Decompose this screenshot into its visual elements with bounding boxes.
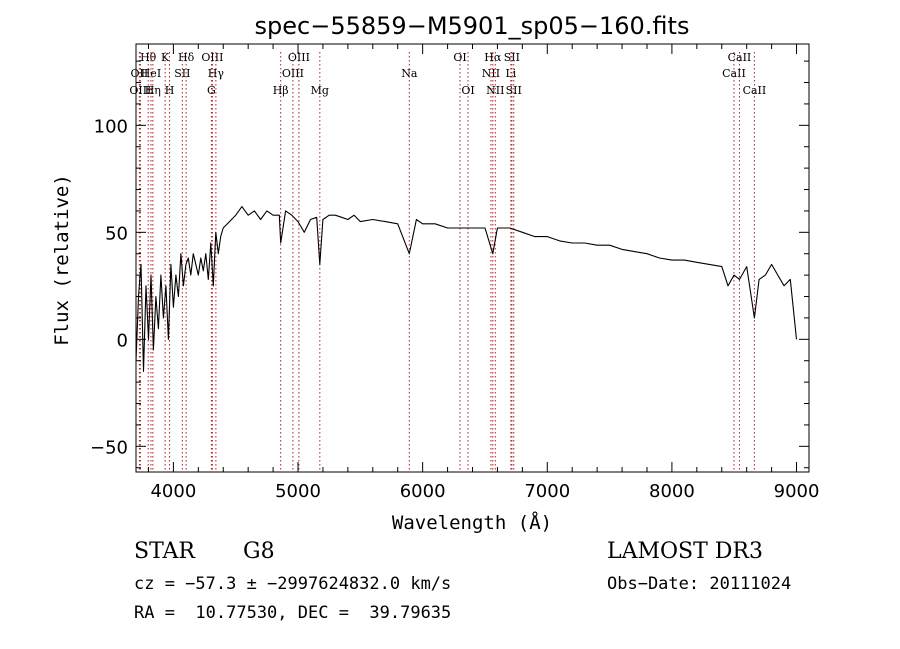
x-axis-label: Wavelength (Å): [392, 511, 552, 534]
axis-ticks: 4000 5000 6000 7000 8000 9000 −50 0 50 100: [90, 44, 819, 502]
line-markers: OII OIII Hθ HeI Hη K H SII Hδ OIII G Hγ Hβ OIII OIII Mg…: [129, 51, 766, 472]
line-marker-label: Mg: [311, 84, 329, 97]
chart-title: spec−55859−M5901_sp05−160.fits: [255, 12, 690, 40]
line-marker-label: Hδ: [178, 51, 195, 64]
spectrum-line: [135, 206, 798, 372]
y-tick-label: −50: [90, 437, 128, 458]
line-marker-label: Hη: [145, 84, 161, 97]
line-marker-label: CaII: [743, 84, 767, 97]
x-tick-label: 7000: [524, 481, 570, 502]
object-subclass: G8: [243, 539, 275, 564]
line-marker-label: G: [207, 84, 216, 97]
line-marker-label: SII: [174, 67, 190, 80]
object-class: STAR: [134, 539, 195, 564]
x-tick-label: 6000: [400, 481, 446, 502]
x-tick-label: 8000: [649, 481, 695, 502]
line-marker-label: K: [161, 51, 170, 64]
survey-name: LAMOST DR3: [607, 539, 763, 564]
x-tick-label: 5000: [275, 481, 321, 502]
coordinates-text: RA = 10.77530, DEC = 39.79635: [134, 603, 452, 623]
plot-frame: [135, 43, 810, 473]
line-marker-label: HeI: [141, 67, 161, 80]
line-marker-label: OIII: [288, 51, 310, 64]
line-marker-label: Hα: [484, 51, 502, 64]
y-tick-label: 50: [105, 223, 128, 244]
line-marker-label: OII: [131, 67, 149, 80]
line-marker-label: CaII: [728, 51, 752, 64]
line-marker-label: OIII: [282, 67, 304, 80]
x-tick-label: 9000: [774, 481, 820, 502]
line-marker-label: SII: [506, 84, 522, 97]
line-marker-label: SII: [504, 51, 520, 64]
line-marker-label: Na: [401, 67, 418, 80]
line-marker-label: Hθ: [140, 51, 157, 64]
line-marker-label: NII: [482, 67, 500, 80]
line-marker-label: CaII: [722, 67, 746, 80]
spectrum-series: [135, 206, 798, 372]
y-tick-label: 0: [117, 330, 128, 351]
obs-date-text: Obs−Date: 20111024: [607, 574, 792, 594]
line-marker-label: OI: [453, 51, 466, 64]
y-axis-label: Flux (relative): [51, 174, 73, 346]
x-tick-label: 4000: [150, 481, 196, 502]
line-marker-label: Hγ: [208, 67, 225, 80]
line-marker-label: H: [165, 84, 175, 97]
line-marker-label: Li: [505, 67, 516, 80]
line-marker-label: Hβ: [273, 84, 289, 97]
y-tick-label: 100: [94, 116, 128, 137]
line-marker-label: OI: [461, 84, 474, 97]
line-marker-label: NII: [486, 84, 504, 97]
redshift-text: cz = −57.3 ± −2997624832.0 km/s: [134, 574, 452, 594]
line-marker-label: OIII: [129, 84, 151, 97]
line-marker-label: OIII: [201, 51, 223, 64]
